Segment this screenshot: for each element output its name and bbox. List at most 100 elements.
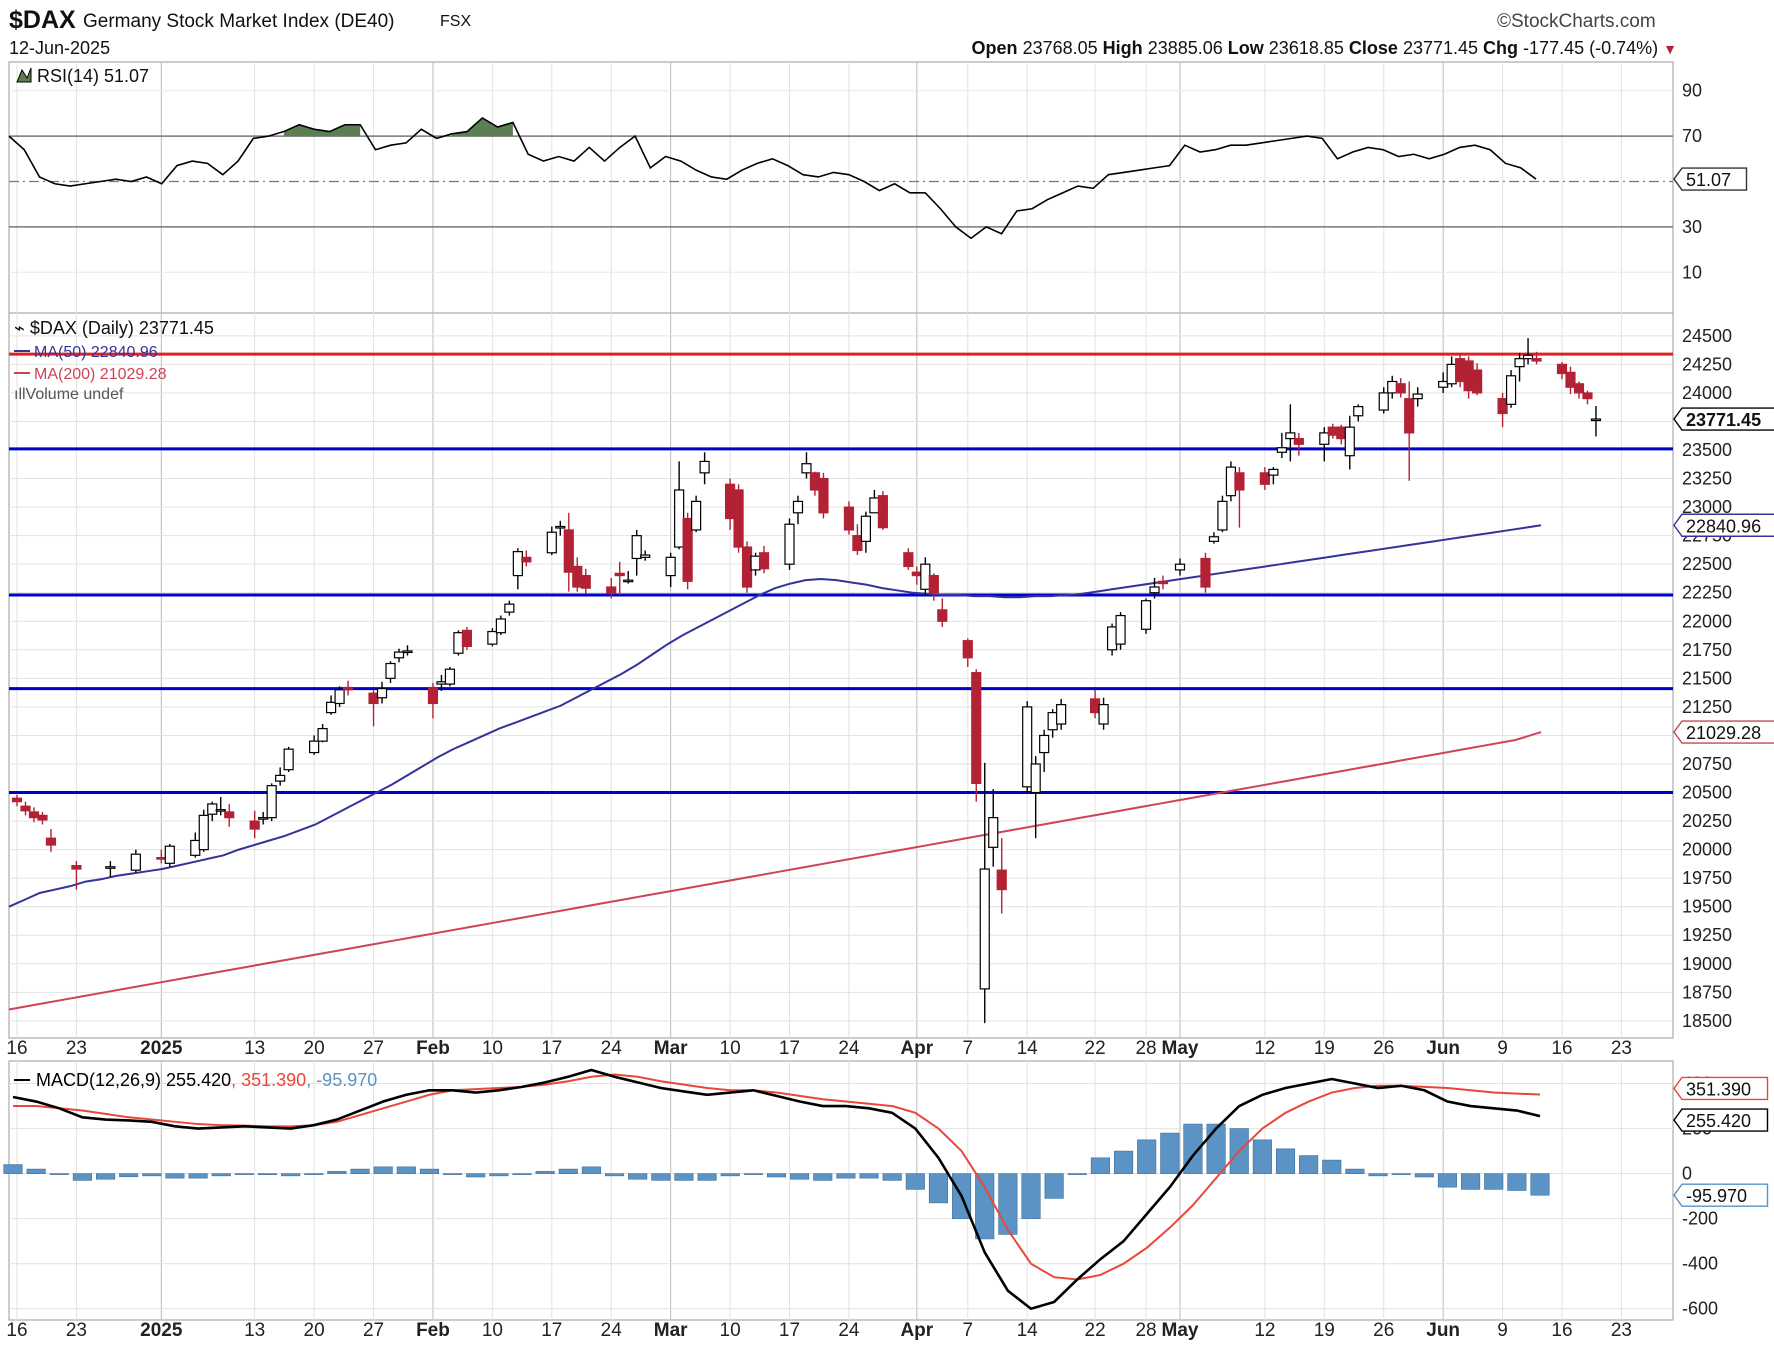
candle xyxy=(385,661,396,683)
candle xyxy=(130,849,141,873)
histogram-bar xyxy=(1368,1173,1388,1177)
candle xyxy=(461,626,473,650)
x-tick-label: 16 xyxy=(6,1038,27,1059)
high-value: 23885.06 xyxy=(1147,38,1223,58)
y-tick-label: 19750 xyxy=(1682,868,1732,888)
histogram-bar xyxy=(558,1168,578,1174)
candle-body xyxy=(495,618,506,634)
candle-body xyxy=(580,574,591,589)
candle xyxy=(555,520,566,536)
candle-body xyxy=(758,552,770,570)
tag-value: 351.390 xyxy=(1686,1079,1751,1099)
high-label: High xyxy=(1102,38,1143,58)
candle xyxy=(1234,467,1245,528)
x-tick-label: 27 xyxy=(363,1038,384,1059)
histogram-bar xyxy=(211,1173,231,1177)
candle xyxy=(614,561,625,596)
candle-body xyxy=(1336,426,1347,440)
candle xyxy=(937,598,948,627)
candle-body xyxy=(1090,698,1101,714)
candle-body xyxy=(309,740,320,754)
x-tick-label: Mar xyxy=(654,1320,688,1341)
candle-body xyxy=(1327,426,1338,436)
candle xyxy=(45,829,57,852)
candle-body xyxy=(971,672,982,784)
candle xyxy=(342,680,354,696)
x-tick-label: 23 xyxy=(66,1038,87,1059)
candle-body xyxy=(1217,500,1228,531)
tag-value: -95.970 xyxy=(1686,1186,1747,1206)
stockcharts-credit[interactable]: ©StockCharts.com xyxy=(1497,11,1656,32)
candle xyxy=(275,767,286,786)
candle-body xyxy=(1463,360,1474,392)
y-tick-label: -200 xyxy=(1682,1209,1718,1229)
x-tick-label: 10 xyxy=(720,1038,741,1059)
candle xyxy=(521,550,532,567)
candle xyxy=(1395,378,1406,398)
ma50-line xyxy=(8,524,1542,908)
candle-body xyxy=(71,864,82,870)
tag-box xyxy=(1673,407,1774,431)
candle-body xyxy=(1234,472,1245,491)
y-tick-label: 22000 xyxy=(1682,611,1732,631)
candle-body xyxy=(1582,392,1593,400)
candle-body xyxy=(20,805,31,812)
candle-body xyxy=(1115,614,1126,645)
open-label: Open xyxy=(971,38,1018,58)
candle xyxy=(1514,352,1525,382)
histogram-last-value-tag: -95.970 xyxy=(1673,1183,1769,1207)
candle-body xyxy=(988,817,999,848)
candle xyxy=(334,686,345,707)
y-tick-label: 19250 xyxy=(1682,925,1732,945)
rsi-legend: RSI(14) 51.07 xyxy=(16,66,149,86)
candle xyxy=(640,550,651,561)
candle-body xyxy=(1438,380,1449,388)
histogram-bar xyxy=(975,1173,995,1240)
candle-body xyxy=(224,811,235,819)
candle-body xyxy=(1395,383,1406,394)
histogram-bar xyxy=(119,1173,139,1178)
tag-box xyxy=(1673,720,1774,744)
candle xyxy=(784,518,795,570)
candle xyxy=(988,789,999,867)
candle xyxy=(258,811,269,825)
chg-label: Chg xyxy=(1483,38,1519,58)
candle-body xyxy=(1522,354,1534,360)
histogram-bar xyxy=(697,1173,717,1181)
candle xyxy=(1590,406,1602,437)
candle-body xyxy=(877,495,888,529)
histogram-bar xyxy=(905,1173,925,1190)
close-value: 23771.45 xyxy=(1402,38,1479,58)
ma50-legend-label: MA(50) 22840.96 xyxy=(34,344,158,361)
candle xyxy=(1149,577,1160,599)
candle-body xyxy=(614,572,625,577)
candle-body xyxy=(275,774,286,782)
x-tick-label: Apr xyxy=(900,1038,933,1059)
volume-legend-label: ıllVolume undef xyxy=(14,386,124,403)
histogram-bar xyxy=(1414,1173,1434,1178)
histogram-bar xyxy=(419,1168,440,1174)
candle xyxy=(699,452,710,485)
histogram-bar xyxy=(1044,1173,1064,1199)
candle xyxy=(1412,387,1423,407)
candle xyxy=(402,645,413,656)
y-tick-label: 20000 xyxy=(1682,840,1732,860)
candle-body xyxy=(249,820,260,830)
histogram-bar xyxy=(1090,1157,1110,1174)
candle xyxy=(682,512,693,590)
tag-value: 23771.45 xyxy=(1686,410,1761,430)
histogram-bar xyxy=(628,1173,648,1180)
candle xyxy=(1098,697,1109,730)
candle-body xyxy=(368,692,379,705)
candle xyxy=(1293,432,1304,456)
candle-body xyxy=(512,551,523,577)
y-tick-label: 0 xyxy=(1682,1164,1692,1184)
candle xyxy=(1353,404,1364,422)
candle-body xyxy=(266,785,277,819)
candle-body xyxy=(1565,371,1576,388)
y-tick-label: 23000 xyxy=(1682,497,1732,517)
candle xyxy=(1582,390,1593,405)
candle-body xyxy=(1149,586,1160,594)
candle-body xyxy=(1225,466,1237,497)
